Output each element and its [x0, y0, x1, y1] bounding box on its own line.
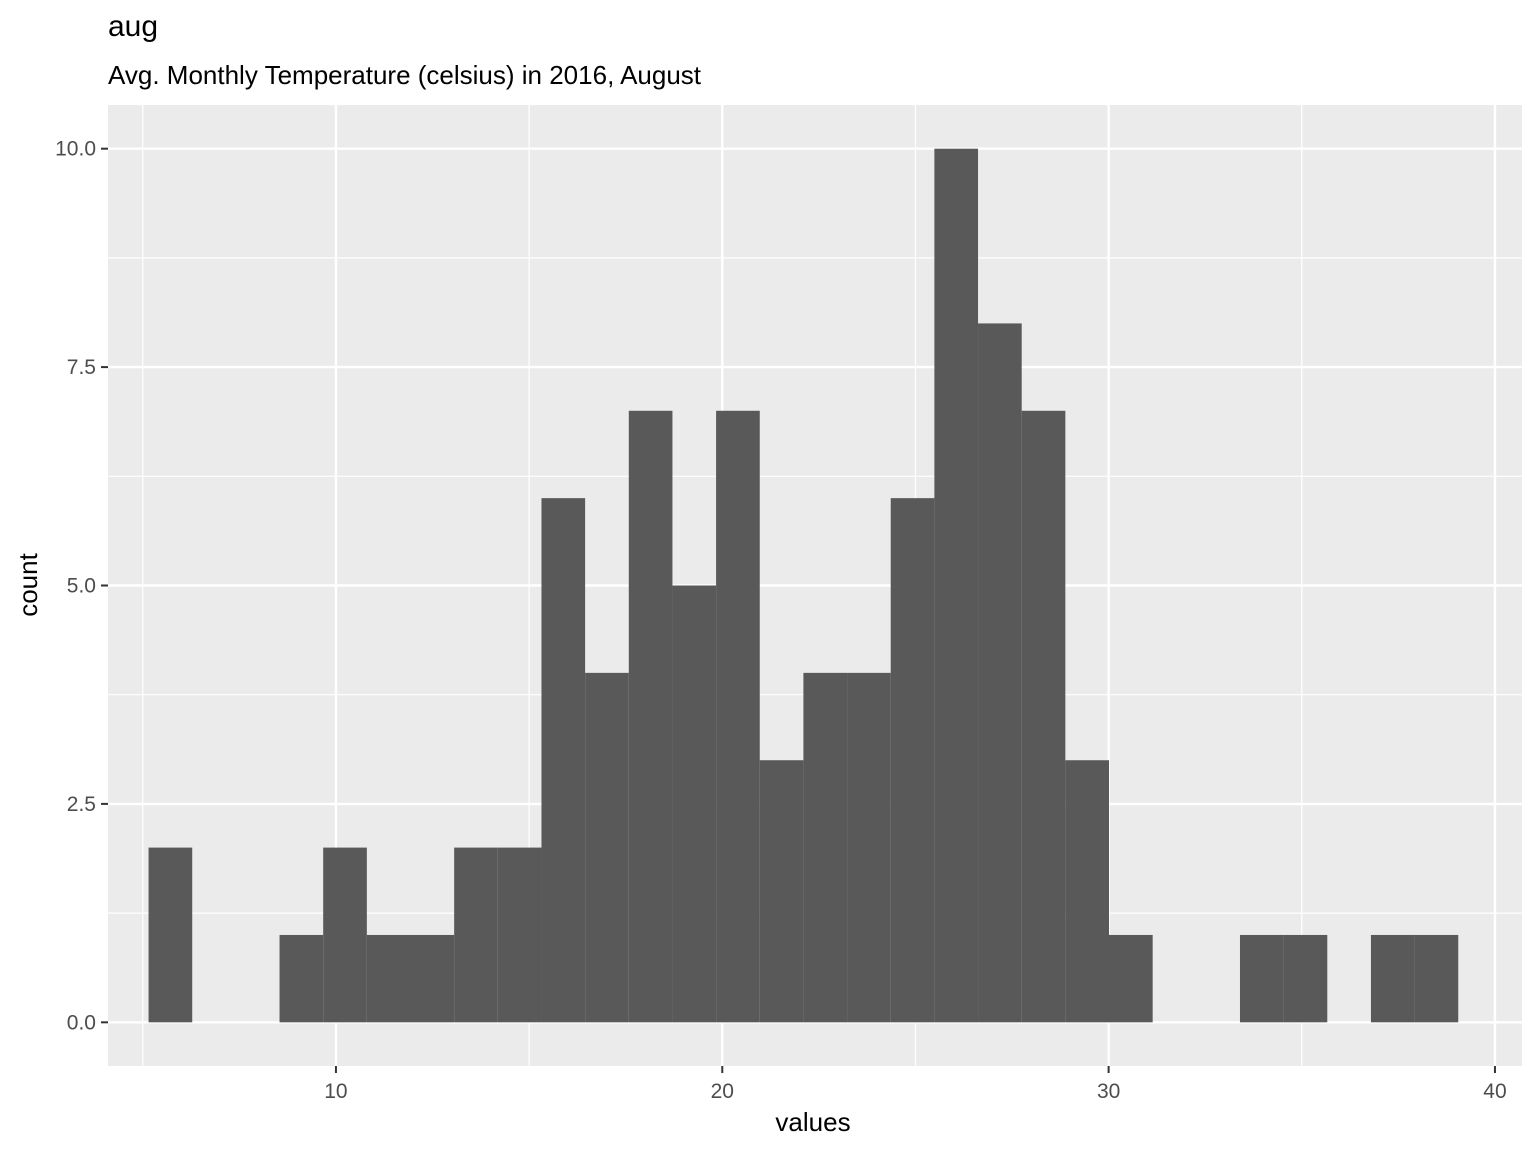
histogram-bar: [148, 847, 193, 1023]
histogram-bar: [759, 760, 804, 1023]
histogram-bar: [890, 498, 935, 1023]
chart-subtitle: Avg. Monthly Temperature (celsius) in 20…: [108, 60, 702, 90]
histogram-bar: [366, 934, 411, 1023]
histogram-bar: [585, 672, 629, 1023]
histogram-bar: [323, 847, 367, 1023]
histogram-bar: [541, 498, 586, 1023]
histogram-bar: [628, 410, 673, 1023]
y-tick-label: 7.5: [67, 356, 96, 379]
y-axis-title: count: [13, 552, 43, 616]
histogram-bar: [1109, 934, 1153, 1023]
histogram-bar: [1239, 934, 1284, 1023]
y-axis: 0.0 2.5 5.0 7.5 10.0: [55, 138, 108, 1034]
chart-title: aug: [108, 10, 159, 43]
histogram-bar: [454, 847, 498, 1023]
histogram-bar: [410, 934, 455, 1023]
y-tick-label: 2.5: [67, 793, 96, 816]
x-tick-label: 10: [324, 1080, 347, 1103]
histogram-bars: [148, 148, 1459, 1023]
y-tick-label: 0.0: [67, 1011, 96, 1034]
x-tick-label: 30: [1097, 1080, 1120, 1103]
histogram-bar: [1414, 934, 1459, 1023]
histogram-bar: [1283, 934, 1328, 1023]
histogram-bar: [847, 672, 891, 1023]
histogram-bar: [497, 847, 542, 1023]
histogram-bar: [279, 934, 324, 1023]
histogram-bar: [716, 410, 760, 1023]
histogram-bar: [1065, 760, 1110, 1023]
histogram-bar: [978, 323, 1022, 1023]
y-tick-label: 10.0: [55, 138, 96, 161]
histogram-bar: [934, 148, 979, 1023]
histogram-bar: [1021, 410, 1066, 1023]
x-axis: 10 20 30 40: [324, 1066, 1507, 1103]
histogram-bar: [672, 585, 717, 1023]
histogram-bar: [1370, 934, 1415, 1023]
x-axis-title: values: [775, 1107, 850, 1137]
y-tick-label: 5.0: [67, 575, 96, 598]
x-tick-label: 20: [711, 1080, 734, 1103]
histogram-bar: [803, 672, 848, 1023]
x-tick-label: 40: [1483, 1080, 1506, 1103]
